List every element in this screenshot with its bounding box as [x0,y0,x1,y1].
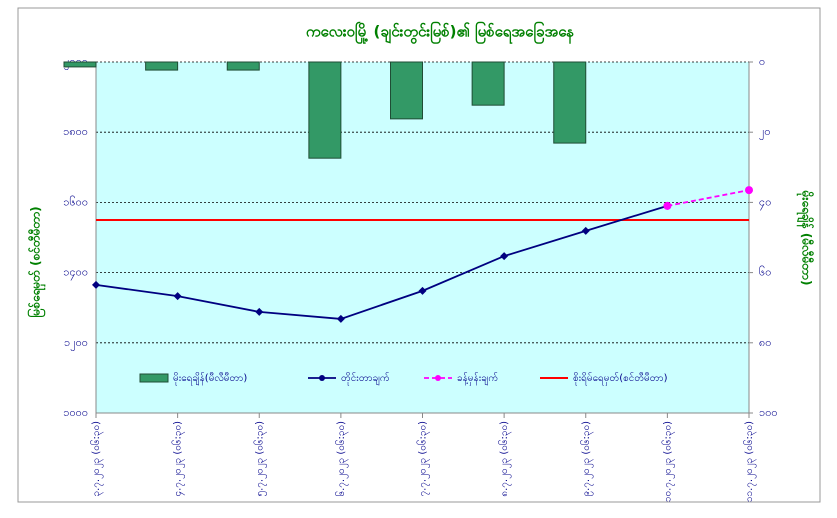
x-tick-label: ၁၀.၇.၂၀၂၃ (၀၆:၃၀) [660,421,675,502]
y2-tick-label: ၆၀ [759,266,771,279]
marker [500,252,509,261]
marker [663,201,672,210]
plot-area [96,62,749,413]
y-tick-label: ၁၂၀၀ [64,336,88,351]
y-tick-label: ၁၀၀၀ [63,406,88,419]
marker [255,307,264,316]
legend-marker [319,375,325,381]
bar [145,61,179,71]
line [667,189,750,207]
bar [553,61,587,144]
x-tick-label: ၁၁.၇.၂၀၂၃ (၀၆:၃၀) [742,421,757,502]
y-axis-title: မြစ်ရေမှတ် (စင်တီမီတာ) [26,206,47,317]
bar [390,61,423,120]
x-tick-label: ၆.၇.၂၀၂၃ (၀၆:၃၀) [334,421,349,497]
x-tick-label: ၉.၇.၂၀၂၃ (၀၆:၃၀) [579,421,594,497]
x-tick-label: ၈.၇.၂၀၂၃ (၀၆:၃၀) [497,421,512,497]
legend-label: တိုင်းတာချက် [341,371,390,386]
y-tick-label: ၁၄၀၀ [63,266,88,281]
x-tick-label: ၃.၇.၂၀၂၃ (၀၆:၃၀) [89,421,104,497]
bar [471,61,505,106]
legend-label: ခန့်မှန်းချက် [457,371,498,386]
x-tick-label: ၄.၇.၂၀၂၃ (၀၆:၃၀) [171,421,186,497]
bar [63,61,97,68]
marker [745,186,753,195]
legend-label: စိုးရိမ်ရေမှတ်(စင်တီမီတာ) [573,371,668,386]
bar [308,61,342,159]
marker [418,286,427,295]
bar [226,61,260,71]
legend-label: မိုးရေချိန်(မီလီမီတာ) [173,371,247,386]
y2-tick-label: ၈၀ [759,336,771,349]
marker [92,280,100,289]
legend-marker [435,375,441,381]
y-tick-label: ၁၈၀၀ [63,125,88,138]
y2-tick-label: ၄၀ [759,195,771,210]
marker [173,292,182,301]
marker [581,226,590,235]
x-tick-label: ၇.၇.၂၀၂၃ (၀၆:၃၀) [416,421,431,497]
y2-tick-label: ၁၀၀ [759,406,778,419]
marker [336,314,345,323]
x-tick-label: ၅.၇.၂၀၂၃ (၀၆:၃၀) [252,421,267,497]
legend-swatch [139,373,169,383]
y2-tick-label: ၀ [759,55,765,68]
line [95,205,668,320]
y-tick-label: ၁၆၀၀ [63,195,88,208]
y2-tick-label: ၂၀ [759,125,771,140]
y2-axis-title: မိုးရေချိန် (မီလီမီတာ) [796,190,816,286]
